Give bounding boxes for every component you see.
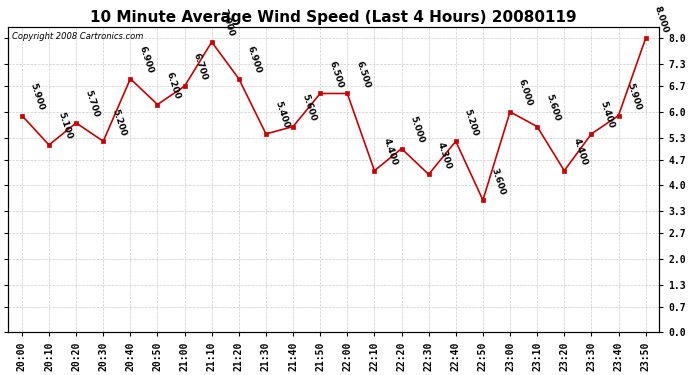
Text: 5.600: 5.600 <box>300 93 317 122</box>
Text: 6.900: 6.900 <box>137 45 155 75</box>
Text: 5.200: 5.200 <box>463 108 480 137</box>
Text: 6.000: 6.000 <box>517 78 534 108</box>
Text: 3.600: 3.600 <box>490 166 507 196</box>
Text: 5.900: 5.900 <box>625 82 643 111</box>
Text: 6.500: 6.500 <box>354 60 371 89</box>
Text: 6.700: 6.700 <box>192 52 209 82</box>
Text: 5.000: 5.000 <box>408 115 426 144</box>
Title: 10 Minute Average Wind Speed (Last 4 Hours) 20080119: 10 Minute Average Wind Speed (Last 4 Hou… <box>90 10 577 25</box>
Text: 4.400: 4.400 <box>571 137 589 166</box>
Text: 5.400: 5.400 <box>598 100 615 130</box>
Text: 5.400: 5.400 <box>273 100 290 130</box>
Text: 5.900: 5.900 <box>29 82 46 111</box>
Text: 4.400: 4.400 <box>382 137 399 166</box>
Text: 7.900: 7.900 <box>219 8 236 38</box>
Text: 8.000: 8.000 <box>653 5 670 34</box>
Text: 6.500: 6.500 <box>327 60 344 89</box>
Text: Copyright 2008 Cartronics.com: Copyright 2008 Cartronics.com <box>12 32 143 41</box>
Text: 5.200: 5.200 <box>110 108 128 137</box>
Text: 6.900: 6.900 <box>246 45 263 75</box>
Text: 5.700: 5.700 <box>83 89 100 119</box>
Text: 4.300: 4.300 <box>435 141 453 170</box>
Text: 6.200: 6.200 <box>164 71 181 100</box>
Text: 5.100: 5.100 <box>56 111 73 141</box>
Text: 5.600: 5.600 <box>544 93 562 122</box>
